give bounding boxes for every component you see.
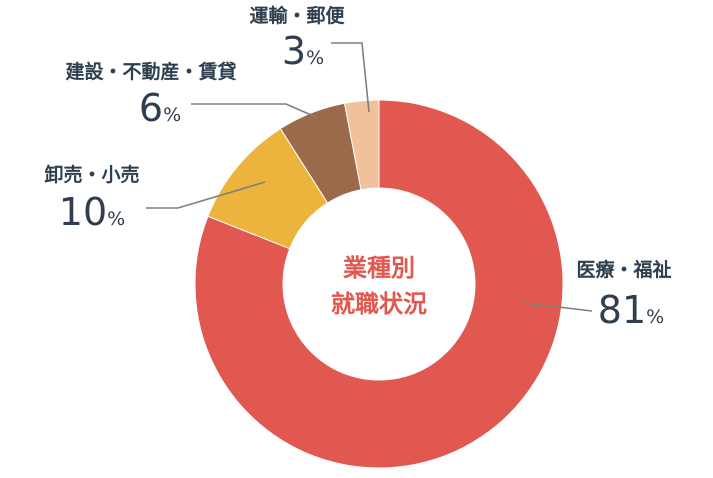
- slice-transport-postal: [343, 99, 380, 191]
- leader-lines: [146, 42, 593, 312]
- label-construction-realestate: 建設・不動産・賃貸: [65, 60, 236, 83]
- leader-medical-welfare: [523, 302, 593, 312]
- slice-medical-welfare: [194, 99, 564, 469]
- leader-wholesale-retail: [146, 181, 266, 209]
- label-transport-postal: 運輸・郵便: [249, 4, 345, 27]
- leader-construction-realestate: [191, 103, 319, 119]
- value-transport-postal: 3%: [282, 29, 324, 73]
- value-medical-welfare: 81%: [598, 288, 664, 332]
- value-construction-realestate: 6%: [139, 86, 181, 130]
- center-label-line-2: 就職状況: [331, 290, 427, 318]
- value-wholesale-retail: 10%: [59, 190, 125, 234]
- label-wholesale-retail: 卸売・小売: [44, 163, 139, 186]
- slices: [194, 99, 564, 469]
- leader-transport-postal: [331, 42, 370, 113]
- center-label-line-1: 業種別: [343, 254, 415, 282]
- label-medical-welfare: 医療・福祉: [576, 258, 671, 281]
